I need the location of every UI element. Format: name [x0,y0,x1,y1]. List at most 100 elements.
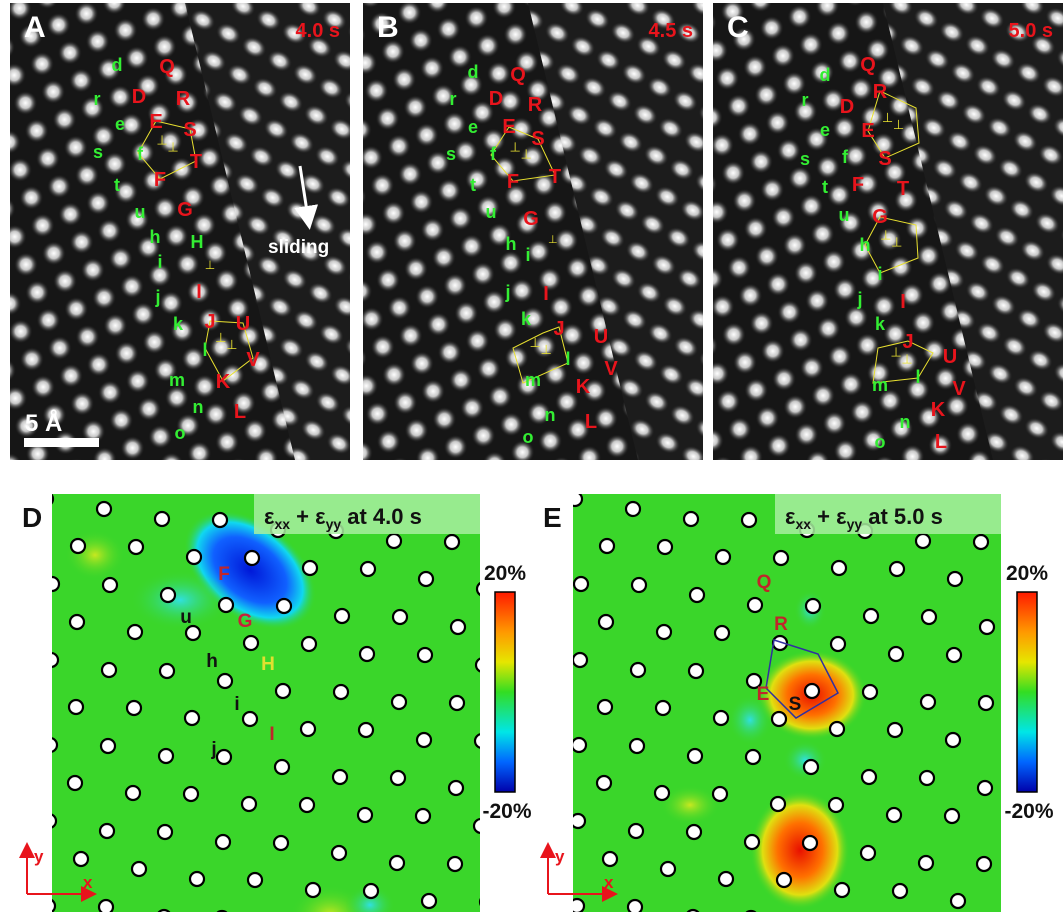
atom-marker [246,871,264,889]
atom-marker [125,699,143,717]
atom-marker [914,532,932,550]
atom-marker [833,881,851,899]
atom-marker [243,549,261,567]
atom-marker [859,844,877,862]
atom-marker [972,533,990,551]
title-plus: + [811,504,836,529]
atom-marker [653,784,671,802]
atom-marker [273,758,291,776]
atom-label-L: L [935,431,947,453]
atom-marker [654,699,672,717]
colorbar-min-label: -20% [482,800,531,823]
atom-label-o-lower: o [523,427,534,447]
dislocation-symbol: ⊥ [510,139,521,154]
atom-marker [624,500,642,518]
atom-label-j: j [210,739,216,760]
atom-label-m-lower: m [169,370,185,390]
atom-marker [943,807,961,825]
atom-label-u-lower: u [135,202,146,222]
atom-marker [597,613,615,631]
atom-marker [300,635,318,653]
atom-marker [157,747,175,765]
atom-marker [573,812,587,830]
atom-marker [573,897,586,912]
atom-marker [860,768,878,786]
atom-marker [862,607,880,625]
title-sub_xx: xx [274,516,290,532]
atom-marker [272,834,290,852]
atom-marker [573,575,590,593]
atom-marker [885,806,903,824]
atom-label-i-lower: i [157,252,162,272]
dislocation-pentagon [204,320,254,382]
atom-label-h-lower: h [150,227,161,247]
atom-marker [182,785,200,803]
atom-label-m-lower: m [525,370,541,390]
atom-label-u: u [180,607,192,628]
atom-label-Q: Q [159,56,175,78]
atom-label-f-lower: f [137,144,144,164]
atom-label-o-lower: o [875,432,886,452]
atom-marker [802,758,820,776]
colorbar [1016,591,1038,793]
atom-marker [627,822,645,840]
sliding-label: sliding [268,237,329,258]
atom-marker [713,624,731,642]
atom-marker [99,737,117,755]
time-stamp: 5.0 s [1009,20,1053,42]
atom-marker [740,511,758,529]
atom-label-Q: Q [757,572,772,593]
atom-label-F: F [852,174,864,196]
atom-label-f-lower: f [490,144,497,164]
title-title_eps: ε [315,504,326,529]
atom-marker [183,709,201,727]
atom-label-f-lower: f [842,147,849,167]
atom-marker [101,576,119,594]
lattice-image-right-grain [528,3,703,460]
atom-marker [573,494,584,508]
atom-marker [359,560,377,578]
atom-label-Q: Q [510,64,526,86]
atom-label-h-lower: h [506,234,517,254]
atom-label-F: F [154,169,166,191]
atom-marker [473,733,480,749]
dislocation-pentagon [512,326,569,384]
atom-label-F: F [218,564,230,585]
y-axis-label: y [555,847,565,866]
title-title_time: at 5.0 s [862,504,943,529]
atom-label-F: F [507,171,519,193]
strain-region [728,695,772,745]
dislocation-pentagon [137,120,197,180]
atom-label-r-lower: r [93,89,100,109]
atom-label-u-lower: u [839,205,850,225]
atom-marker [157,908,171,912]
atom-label-t-lower: t [114,175,120,195]
atom-label-t-lower: t [470,175,476,195]
atom-marker [1004,734,1018,748]
atom-marker [331,768,349,786]
dislocation-symbol: ⊥ [156,133,167,148]
atom-marker [52,813,58,829]
atom-marker [299,720,317,738]
x-axis-label: x [604,873,614,892]
atom-marker [158,662,176,680]
sliding-arrow-icon [294,165,319,230]
atom-marker [66,774,84,792]
atom-marker [598,537,616,555]
dislocation-pentagon [872,340,934,384]
atom-marker [52,737,59,753]
atom-marker [356,806,374,824]
atom-marker [887,645,905,663]
atom-marker [68,613,86,631]
atom-marker [573,736,588,754]
atom-label-R: R [176,88,191,110]
atom-label-k-lower: k [173,314,184,334]
atom-marker [211,511,229,529]
atom-label-T: T [190,151,202,173]
atom-label-r-lower: r [449,89,456,109]
atom-label-K: K [216,371,231,393]
title-title_time: at 4.0 s [341,504,422,529]
atom-label-S: S [878,148,891,170]
atom-label-R: R [774,614,788,635]
